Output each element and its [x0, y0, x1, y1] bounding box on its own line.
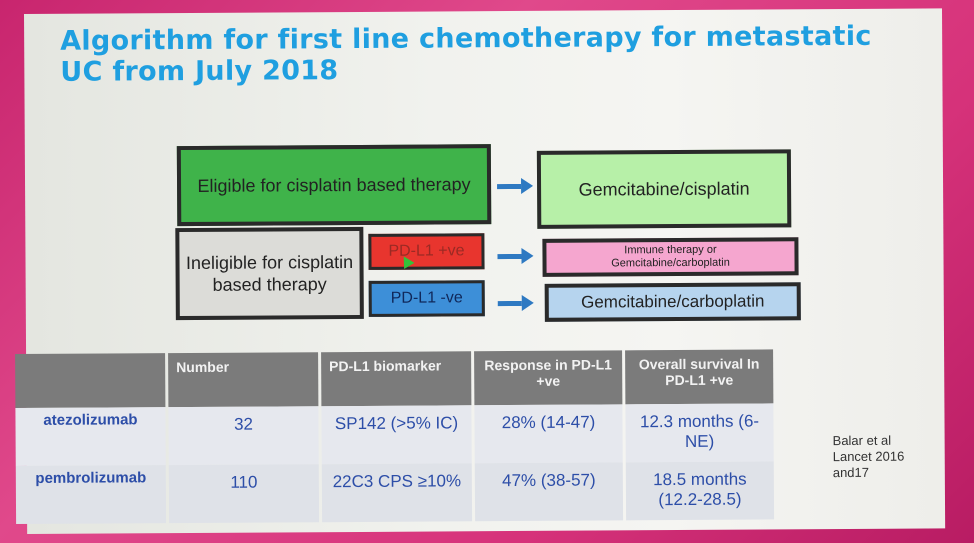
immune-therapy-box: Immune therapy or Gemcitabine/carboplati… — [542, 237, 799, 277]
table-header — [15, 353, 166, 409]
gem-carb-box: Gemcitabine/carboplatin — [544, 282, 801, 322]
table-header: PD-L1 biomarker — [321, 351, 472, 407]
gem-carb-label: Gemcitabine/carboplatin — [581, 291, 765, 312]
eligible-label: Eligible for cisplatin based therapy — [197, 173, 471, 196]
table-row: atezolizumab 32 SP142 (>5% IC) 28% (14-4… — [15, 403, 774, 467]
pd-l1-negative-box: PD-L1 -ve — [368, 280, 485, 317]
table-cell: 47% (38-57) — [474, 462, 624, 522]
arrow-icon — [497, 300, 522, 307]
slide: Algorithm for first line chemotherapy fo… — [15, 8, 946, 534]
table-cell: atezolizumab — [15, 407, 166, 467]
ineligible-label: Ineligible for cisplatin based therapy — [185, 251, 354, 295]
table-cell: 28% (14-47) — [474, 404, 623, 464]
reference-note: Balar et al Lancet 2016 and17 — [832, 432, 905, 481]
table-row: pembrolizumab 110 22C3 CPS ≥10% 47% (38-… — [15, 461, 775, 525]
table-cell: 110 — [168, 464, 320, 524]
ineligible-box: Ineligible for cisplatin based therapy — [175, 226, 364, 321]
table-cell: 22C3 CPS ≥10% — [321, 463, 473, 523]
table-header-row: Number PD-L1 biomarker Response in PD-L1… — [15, 349, 774, 409]
table-cell: 32 — [168, 406, 319, 466]
table-header: Overall survival In PD-L1 +ve — [625, 349, 774, 405]
results-table: Number PD-L1 biomarker Response in PD-L1… — [12, 349, 777, 525]
table-cell: pembrolizumab — [15, 465, 167, 525]
table-cell: 18.5 months (12.2-28.5) — [625, 461, 775, 521]
pd-l1-positive-box: PD-L1 +ve — [368, 233, 485, 270]
table-cell: 12.3 months (6-NE) — [625, 403, 774, 463]
table-header: Number — [168, 352, 319, 408]
table-cell: SP142 (>5% IC) — [321, 405, 472, 465]
pd-neg-label: PD-L1 -ve — [390, 289, 463, 307]
eligible-box: Eligible for cisplatin based therapy — [176, 144, 492, 227]
immune-label: Immune therapy or Gemcitabine/carboplati… — [611, 243, 730, 270]
gem-cis-box: Gemcitabine/cisplatin — [536, 149, 792, 229]
arrow-icon — [497, 253, 522, 260]
gem-cis-label: Gemcitabine/cisplatin — [578, 178, 750, 200]
arrow-icon — [497, 183, 522, 190]
table-header: Response in PD-L1 +ve — [474, 350, 623, 406]
slide-title: Algorithm for first line chemotherapy fo… — [60, 20, 872, 88]
